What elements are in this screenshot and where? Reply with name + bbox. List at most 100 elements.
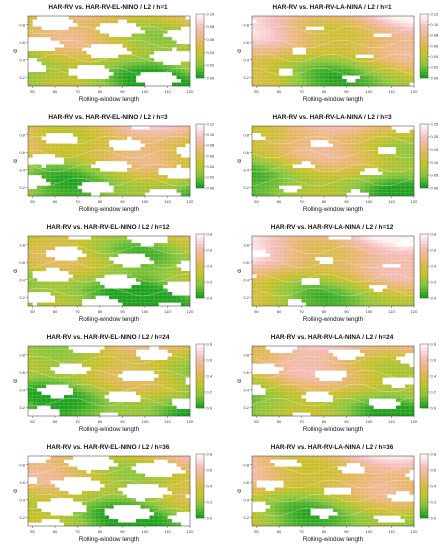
heatmap-cell	[323, 129, 329, 134]
heatmap-cell	[278, 274, 284, 279]
heatmap-cell	[113, 78, 119, 83]
heatmap-cell	[90, 33, 96, 38]
heatmap-cell	[144, 302, 150, 307]
heatmap-cell	[386, 284, 392, 289]
heatmap-cell	[108, 349, 114, 354]
heatmap-cell	[296, 274, 302, 279]
heatmap-cell	[287, 412, 293, 417]
heatmap-cell	[36, 366, 42, 371]
heatmap-cell	[337, 284, 343, 289]
heatmap-cell	[117, 349, 123, 354]
heatmap-cell	[122, 174, 128, 179]
colorbar-segment	[196, 74, 204, 79]
colorbar-segment	[420, 256, 428, 260]
heatmap-cell	[346, 47, 352, 52]
plot-frame	[27, 235, 191, 307]
heatmap-cell	[400, 136, 406, 141]
heatmap-cell	[368, 260, 374, 265]
heatmap-cell	[305, 153, 311, 158]
heatmap-cell	[72, 64, 78, 69]
heatmap-cell	[86, 132, 92, 137]
colorbar-tick-label: 0.06	[207, 153, 216, 158]
heatmap-cell	[296, 284, 302, 289]
heatmap-cell	[400, 22, 406, 27]
heatmap-cell	[149, 256, 155, 261]
heatmap-cell	[368, 249, 374, 254]
heatmap-cell	[292, 167, 298, 172]
heatmap-cell	[256, 352, 262, 357]
heatmap-cell	[149, 26, 155, 31]
heatmap-cell	[251, 157, 257, 162]
x-tick-label: 110	[164, 419, 171, 424]
heatmap-cell	[63, 29, 69, 34]
heatmap-cell	[131, 47, 137, 52]
heatmap-cell	[386, 125, 392, 130]
heatmap-cell	[27, 391, 33, 396]
heatmap-cell	[359, 129, 365, 134]
heatmap-cell	[260, 139, 266, 144]
heatmap-cell	[323, 302, 329, 307]
y-axis-label: α	[12, 49, 19, 53]
heatmap-cell	[117, 345, 123, 350]
heatmap-cell	[167, 181, 173, 186]
heatmap-cell	[341, 174, 347, 179]
heatmap-cell	[54, 33, 60, 38]
heatmap-cell	[167, 359, 173, 364]
colorbar-segment	[420, 71, 428, 75]
heatmap-cell	[68, 192, 74, 197]
colorbar-segment	[196, 282, 204, 286]
heatmap-cell	[337, 288, 343, 293]
heatmap-cell	[341, 47, 347, 52]
heatmap-cell	[404, 19, 410, 24]
heatmap-cell	[41, 302, 47, 307]
heatmap-cell	[140, 47, 146, 52]
heatmap-cell	[54, 78, 60, 83]
heatmap-cell	[180, 256, 186, 261]
heatmap-cell	[260, 380, 266, 385]
heatmap-cell	[355, 47, 361, 52]
heatmap-cell	[274, 377, 280, 382]
heatmap-cell	[162, 242, 168, 247]
heatmap-cell	[386, 157, 392, 162]
heatmap-cell	[278, 405, 284, 410]
heatmap-cell	[278, 136, 284, 141]
heatmap-cell	[108, 129, 114, 134]
heatmap-cell	[167, 384, 173, 389]
heatmap-cell	[59, 174, 65, 179]
heatmap-cell	[260, 188, 266, 193]
heatmap-cell	[256, 267, 262, 272]
heatmap-cell	[359, 249, 365, 254]
colorbar-segment	[420, 253, 428, 257]
heatmap-cell	[27, 239, 33, 244]
heatmap-cell	[140, 82, 146, 87]
heatmap-cell	[171, 143, 177, 148]
heatmap-cell	[185, 242, 191, 247]
heatmap-cell	[292, 178, 298, 183]
heatmap-cell	[364, 352, 370, 357]
heatmap-cell	[260, 260, 266, 265]
heatmap-cell	[162, 150, 168, 155]
heatmap-cell	[373, 153, 379, 158]
heatmap-cell	[364, 408, 370, 413]
heatmap-cell	[337, 394, 343, 399]
heatmap-cell	[81, 384, 87, 389]
heatmap-cell	[301, 132, 307, 137]
heatmap-cell	[373, 78, 379, 83]
heatmap-cell	[108, 68, 114, 73]
heatmap-cell	[319, 82, 325, 87]
heatmap-cell	[104, 78, 110, 83]
heatmap-cell	[278, 43, 284, 48]
colorbar-segment	[196, 288, 204, 292]
heatmap-cell	[296, 78, 302, 83]
heatmap-cell	[113, 132, 119, 137]
heatmap-cell	[251, 263, 257, 268]
heatmap-cell	[391, 274, 397, 279]
heatmap-cell	[167, 40, 173, 45]
heatmap-cell	[86, 82, 92, 87]
heatmap-cell	[319, 36, 325, 41]
heatmap-cell	[373, 143, 379, 148]
heatmap-cell	[368, 78, 374, 83]
heatmap-cell	[41, 256, 47, 261]
heatmap-cell	[95, 36, 101, 41]
heatmap-cell	[176, 384, 182, 389]
